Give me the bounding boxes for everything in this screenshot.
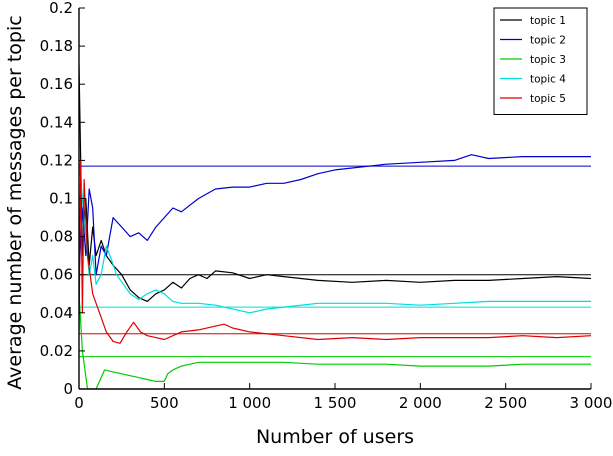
series-lines [79, 65, 591, 389]
y-tick-label: 0.2 [49, 0, 73, 17]
y-tick-label: 0.1 [49, 190, 73, 208]
x-tick-label: 3 000 [570, 394, 613, 412]
y-tick-label: 0.04 [40, 304, 73, 322]
legend-label-topic-4: topic 4 [530, 74, 566, 86]
y-tick-label: 0.14 [40, 113, 73, 131]
legend: topic 1 topic 2 topic 3 topic 4 topic 5 [493, 7, 588, 115]
y-tick-label: 0.08 [40, 228, 73, 246]
legend-label-topic-3: topic 3 [530, 54, 566, 66]
legend-box [493, 7, 588, 115]
x-tick-label: 1 500 [314, 394, 357, 412]
x-axis-title: Number of users [256, 426, 414, 448]
x-tick-label: 500 [150, 394, 179, 412]
legend-label-topic-5: topic 5 [530, 93, 566, 105]
legend-label-topic-2: topic 2 [530, 35, 566, 47]
series-line-topic-5 [79, 159, 591, 344]
x-tick-label: 1 000 [228, 394, 271, 412]
ticks: 0 500 1 000 1 500 2 000 2 500 3 000 0 0.02 0.04 0.… [40, 0, 613, 412]
x-tick-label: 0 [74, 394, 84, 412]
series-line-topic-2 [79, 154, 591, 276]
series-line-topic-3 [79, 293, 591, 389]
y-tick-label: 0.18 [40, 37, 73, 55]
x-tick-label: 2 000 [399, 394, 442, 412]
y-tick-label: 0.16 [40, 75, 73, 93]
reference-lines [79, 165, 591, 358]
y-tick-label: 0.06 [40, 266, 73, 284]
x-tick-label: 2 500 [484, 394, 527, 412]
y-tick-label: 0 [63, 380, 73, 398]
legend-label-topic-1: topic 1 [530, 15, 566, 27]
series-line-topic-4 [79, 160, 591, 314]
y-axis-title: Average number of messages per topic [4, 15, 26, 389]
y-tick-label: 0.02 [40, 342, 73, 360]
y-tick-label: 0.12 [40, 151, 73, 169]
